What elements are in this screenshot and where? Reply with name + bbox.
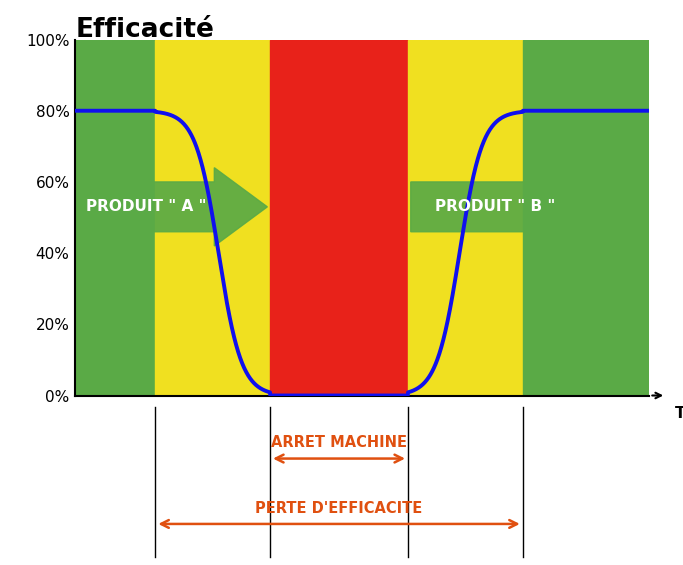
Text: PERTE D'EFFICACITE: PERTE D'EFFICACITE <box>255 501 423 516</box>
Polygon shape <box>410 168 646 246</box>
Text: PRODUIT " B ": PRODUIT " B " <box>435 199 556 214</box>
Bar <box>408 40 522 395</box>
Text: PRODUIT " A ": PRODUIT " A " <box>86 199 206 214</box>
Text: Efficacité: Efficacité <box>75 17 214 43</box>
Bar <box>522 40 649 395</box>
Bar <box>156 40 270 395</box>
Polygon shape <box>78 168 267 246</box>
Bar <box>75 40 156 395</box>
Text: ARRET MACHINE: ARRET MACHINE <box>271 436 407 450</box>
Text: TEMPS: TEMPS <box>675 406 683 421</box>
Bar <box>270 40 408 395</box>
